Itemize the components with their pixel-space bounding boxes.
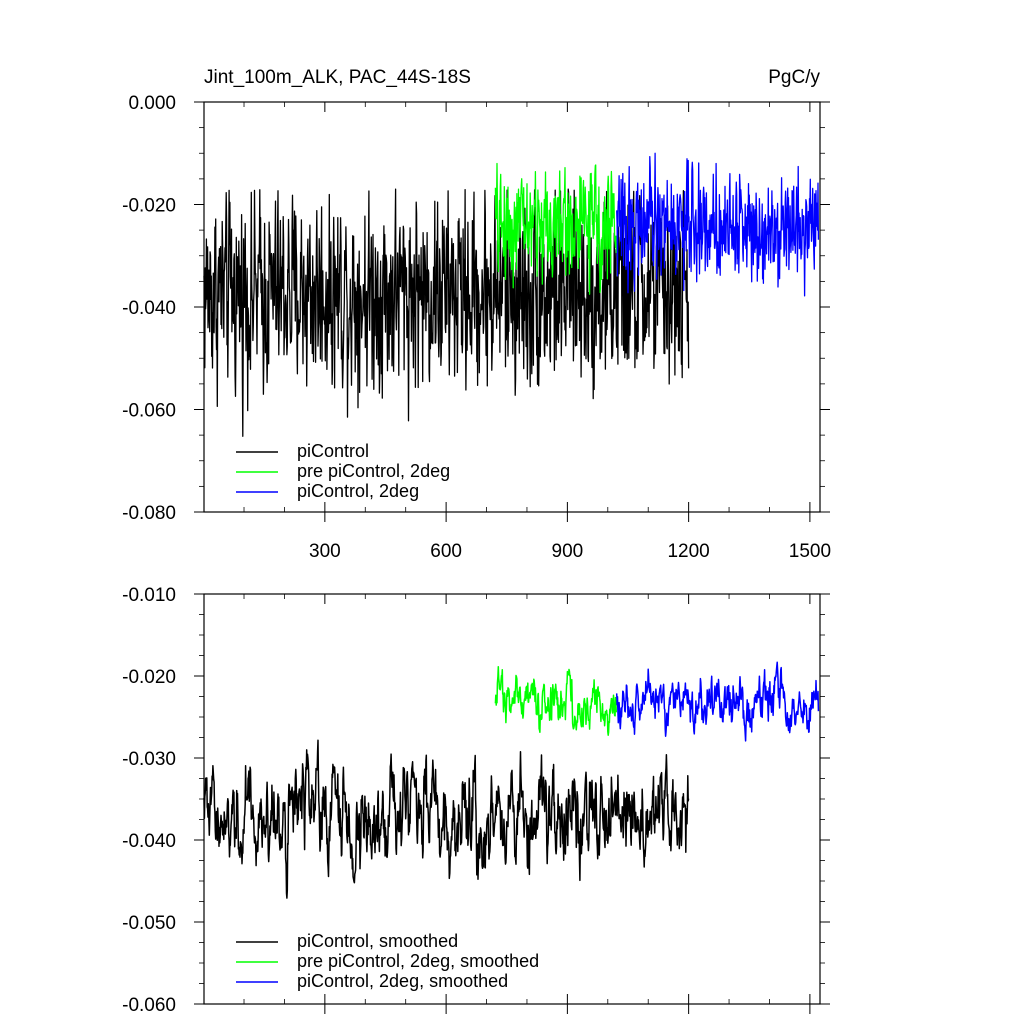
x-tick-label: 1500 xyxy=(789,541,831,562)
top-panel-title: Jint_100m_ALK, PAC_44S-18S xyxy=(204,67,471,88)
x-tick-label: 300 xyxy=(309,541,341,562)
y-tick-label: -0.050 xyxy=(122,913,176,934)
legend-label: piControl, 2deg xyxy=(297,481,419,501)
series-line-pre-picontrol-2deg xyxy=(494,162,617,295)
y-tick-label: 0.000 xyxy=(128,93,176,114)
top-panel: Jint_100m_ALK, PAC_44S-18S PgC/y 300 600 9… xyxy=(122,67,831,562)
y-tick-label: -0.060 xyxy=(122,401,176,422)
top-ticks: 300 600 900 1200 1500 0.000 -0.020 -0.040 -0.060… xyxy=(122,93,831,562)
legend-label: pre piControl, 2deg xyxy=(297,461,450,481)
y-tick-label: -0.040 xyxy=(122,298,176,319)
bottom-panel: -0.010 -0.020 -0.030 -0.040 -0.050 -0.060 piC… xyxy=(122,585,830,1016)
y-tick-label: -0.020 xyxy=(122,196,176,217)
y-tick-label: -0.080 xyxy=(122,503,176,524)
legend-label: piControl, smoothed xyxy=(297,931,458,951)
series-line-picontrol xyxy=(203,188,690,437)
legend-label: pre piControl, 2deg, smoothed xyxy=(297,951,539,971)
x-tick-label: 600 xyxy=(430,541,462,562)
series-line-picontrol-2deg xyxy=(616,152,820,297)
series-line-pre-picontrol-2deg-smoothed xyxy=(494,665,618,736)
y-tick-label: -0.040 xyxy=(122,831,176,852)
x-tick-label: 1200 xyxy=(667,541,709,562)
series-line-picontrol-smoothed xyxy=(203,739,690,899)
y-tick-label: -0.060 xyxy=(122,995,176,1016)
bottom-series-layer xyxy=(203,661,820,899)
legend-label: piControl xyxy=(297,441,369,461)
series-line-picontrol-2deg-smoothed xyxy=(615,661,820,742)
bottom-ticks: -0.010 -0.020 -0.030 -0.040 -0.050 -0.060 xyxy=(122,585,830,1016)
y-tick-label: -0.030 xyxy=(122,749,176,770)
y-tick-label: -0.020 xyxy=(122,667,176,688)
y-tick-label: -0.010 xyxy=(122,585,176,606)
top-panel-units: PgC/y xyxy=(768,67,820,88)
legend-label: piControl, 2deg, smoothed xyxy=(297,971,508,991)
x-tick-label: 900 xyxy=(552,541,584,562)
top-series-layer xyxy=(203,152,820,437)
